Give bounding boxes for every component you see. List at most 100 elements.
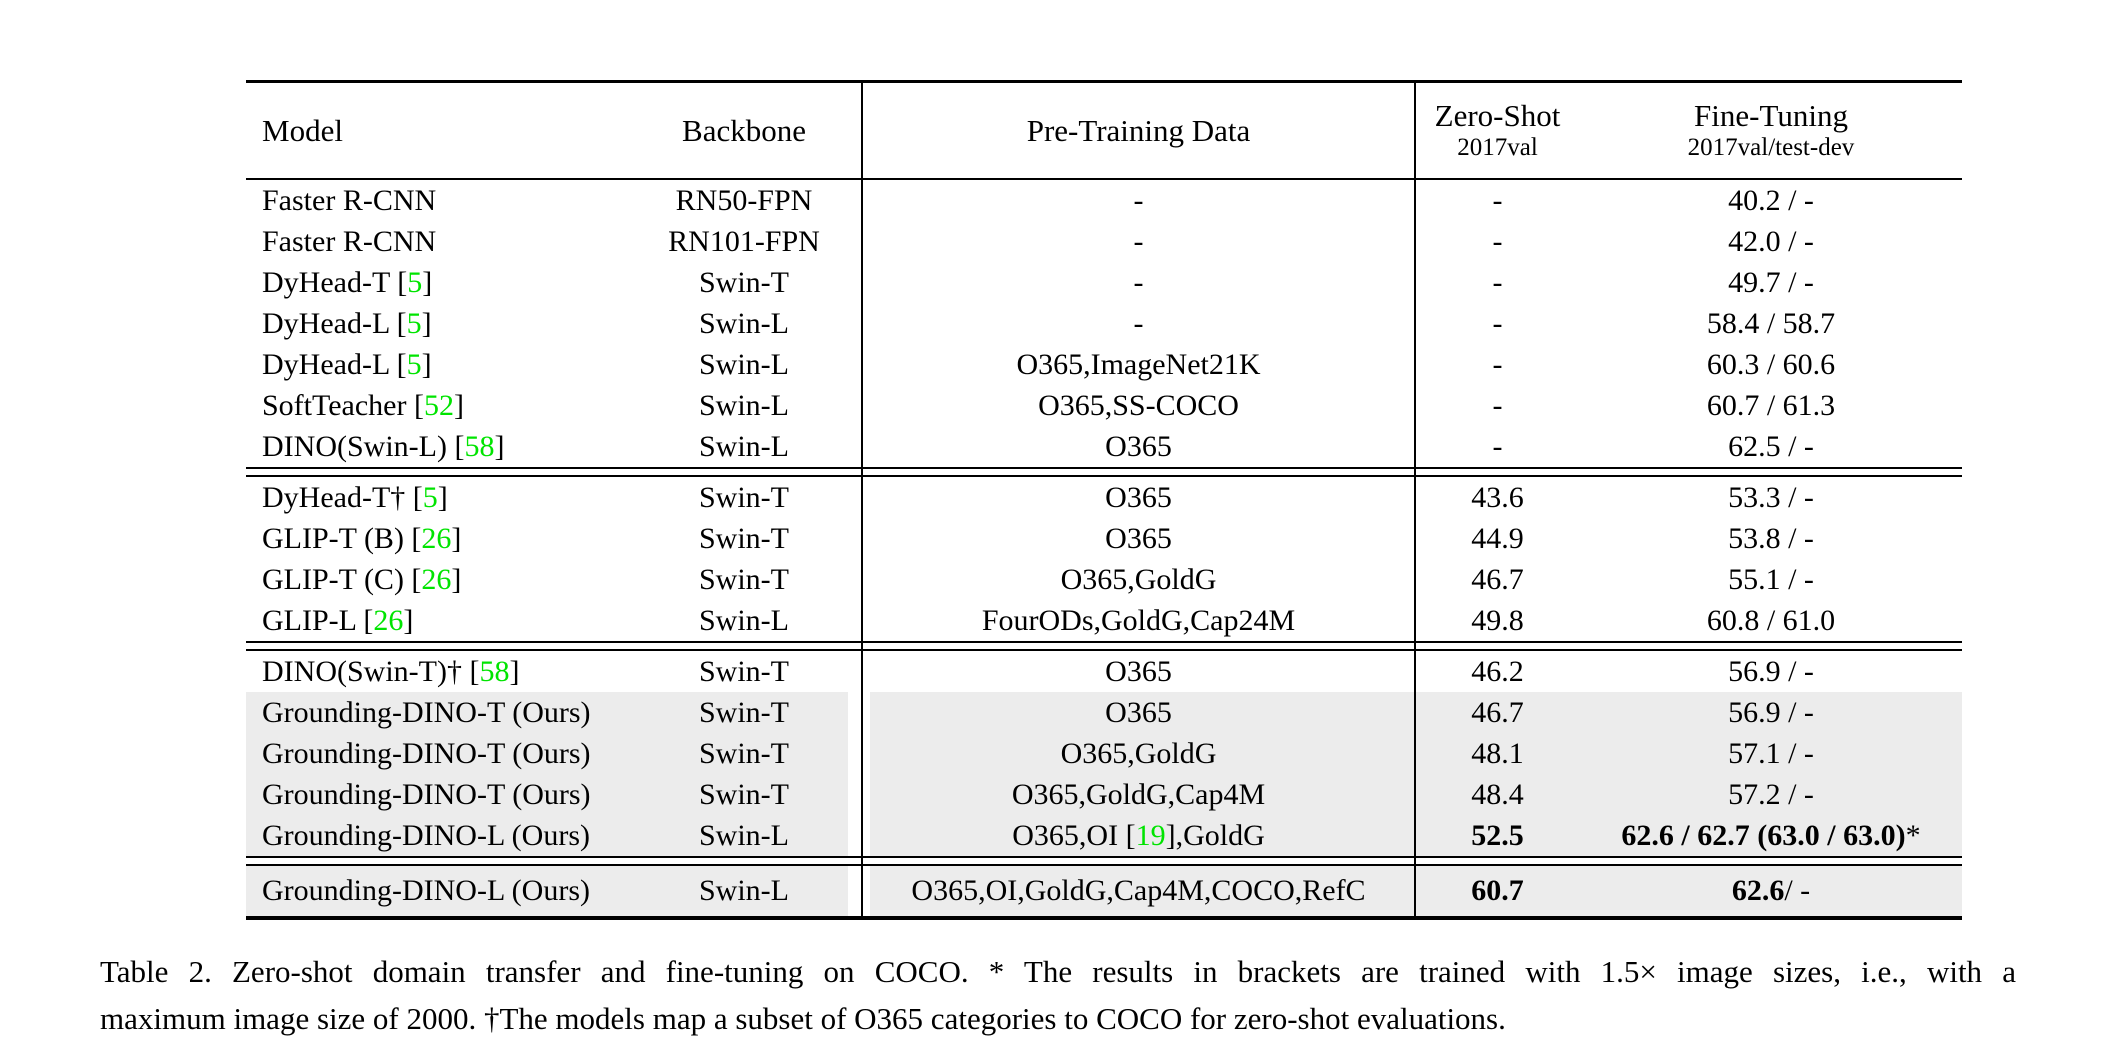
table-cell-finetuning: 55.1 / - xyxy=(1580,559,1962,600)
text-segment: 49.7 / - xyxy=(1728,265,1814,299)
column-header-pretraining: Pre-Training Data xyxy=(1026,112,1251,148)
text-segment: 46.7 xyxy=(1471,562,1524,596)
table-row: DINO(Swin-L) [58] Swin-L O365 - 62.5 / - xyxy=(246,426,1962,467)
text-segment: 62.6 xyxy=(1731,874,1785,907)
table-cell-backbone: Swin-T xyxy=(626,651,862,692)
table-cell-backbone: Swin-L xyxy=(626,303,862,344)
text-segment: DyHead-T† [ xyxy=(262,480,423,514)
table-cell-pretraining: O365,GoldG xyxy=(862,733,1415,774)
table-cell-backbone: Swin-L xyxy=(626,385,862,426)
table-row: Grounding-DINO-T (Ours) Swin-T O365,GoldG 4… xyxy=(246,733,1962,774)
table-cell-model: Grounding-DINO-L (Ours) xyxy=(246,866,626,916)
text-segment: Swin-L xyxy=(699,306,789,340)
table-cell-backbone: Swin-T xyxy=(626,518,862,559)
zeroshot-title: Zero-Shot xyxy=(1434,98,1561,134)
table-row: Grounding-DINO-L (Ours) Swin-L O365,OI [19… xyxy=(246,815,1962,856)
table-row: Faster R-CNN RN101-FPN - - 42.0 / - xyxy=(246,221,1962,262)
text-segment: GLIP-T (C) [ xyxy=(262,562,422,596)
table-cell-model: DyHead-L [5] xyxy=(246,344,626,385)
table-cell-pretraining: O365 xyxy=(862,651,1415,692)
text-segment: ] xyxy=(509,654,520,688)
text-segment: Grounding-DINO-T (Ours) xyxy=(262,695,591,729)
table-cell-model: DyHead-T [5] xyxy=(246,262,626,303)
text-segment: 60.7 / 61.3 xyxy=(1706,388,1836,422)
table-cell-pretraining: O365,OI [19],GoldG xyxy=(862,815,1415,856)
text-segment: - xyxy=(1133,306,1144,340)
table-cell-finetuning: 40.2 / - xyxy=(1580,180,1962,221)
text-segment: 49.8 xyxy=(1471,603,1524,637)
text-segment: 60.8 / 61.0 xyxy=(1706,603,1836,637)
text-segment: 62.6 / 62.7 (63.0 / 63.0) xyxy=(1621,818,1906,852)
table-cell-finetuning: 57.2 / - xyxy=(1580,774,1962,815)
table-cell-finetuning: 62.5 / - xyxy=(1580,426,1962,467)
text-segment: ] xyxy=(437,480,448,514)
table-cell-model: DINO(Swin-T)† [58] xyxy=(246,651,626,692)
table-header-row: Model Backbone Pre-Training Data Zero-Sh… xyxy=(246,83,1962,178)
text-segment: Faster R-CNN xyxy=(262,224,437,258)
citation-number: 58 xyxy=(464,429,495,463)
table-cell-finetuning: 49.7 / - xyxy=(1580,262,1962,303)
table-cell-backbone: Swin-L xyxy=(626,600,862,641)
table-cell-finetuning: 53.8 / - xyxy=(1580,518,1962,559)
text-segment: ] xyxy=(453,388,464,422)
table-cell-zeroshot: 46.7 xyxy=(1415,692,1580,733)
table-cell-pretraining: O365,OI,GoldG,Cap4M,COCO,RefC xyxy=(862,866,1415,916)
table-row: DINO(Swin-T)† [58] Swin-T O365 46.2 56.9 / - xyxy=(246,651,1962,692)
text-segment: 58.4 / 58.7 xyxy=(1706,306,1836,340)
table-cell-backbone: Swin-L xyxy=(626,866,862,916)
table-cell-zeroshot: - xyxy=(1415,344,1580,385)
text-segment: Swin-L xyxy=(699,818,789,852)
text-segment: Swin-T xyxy=(699,480,789,514)
table-cell-pretraining: - xyxy=(862,262,1415,303)
finetuning-subtitle: 2017val/test-dev xyxy=(1687,133,1855,161)
table-cell-pretraining: O365,GoldG xyxy=(862,559,1415,600)
text-segment: 57.2 / - xyxy=(1728,777,1814,811)
text-segment: SoftTeacher [ xyxy=(262,388,424,422)
text-segment: Swin-T xyxy=(699,265,789,299)
text-segment: Swin-L xyxy=(699,429,789,463)
table-cell-model: GLIP-L [26] xyxy=(246,600,626,641)
text-segment: - xyxy=(1492,224,1503,258)
table-cell-pretraining: O365,ImageNet21K xyxy=(862,344,1415,385)
text-segment: O365,ImageNet21K xyxy=(1016,347,1261,381)
table-rule-header xyxy=(246,178,1962,180)
table-cell-zeroshot: 46.2 xyxy=(1415,651,1580,692)
table-cell-zeroshot: 46.7 xyxy=(1415,559,1580,600)
table-cell-backbone: Swin-T xyxy=(626,733,862,774)
text-segment: O365,GoldG xyxy=(1060,736,1217,770)
table-body: Faster R-CNN RN50-FPN - -40.2 / - Faster R-C… xyxy=(246,180,1962,916)
text-segment: O365,OI [ xyxy=(1012,818,1136,852)
text-segment: ] xyxy=(421,306,432,340)
text-segment: O365,SS-COCO xyxy=(1038,388,1239,422)
text-segment: 48.1 xyxy=(1471,736,1524,770)
text-segment: O365 xyxy=(1105,654,1172,688)
table-section: DINO(Swin-T)† [58] Swin-T O365 46.2 56.9 / -… xyxy=(246,651,1962,856)
finetuning-title: Fine-Tuning xyxy=(1694,98,1848,134)
table-cell-backbone: RN50-FPN xyxy=(626,180,862,221)
text-segment: O365 xyxy=(1105,429,1172,463)
text-segment: 55.1 / - xyxy=(1728,562,1814,596)
table-cell-backbone: Swin-L xyxy=(626,344,862,385)
table-cell-backbone: Swin-T xyxy=(626,477,862,518)
table-cell-zeroshot: - xyxy=(1415,221,1580,262)
column-header-model: Model xyxy=(262,112,343,148)
section-separator xyxy=(246,856,1962,866)
section-separator xyxy=(246,641,1962,651)
table-cell-backbone: Swin-T xyxy=(626,692,862,733)
table-section: Grounding-DINO-L (Ours) Swin-L O365,OI,Gol… xyxy=(246,866,1962,916)
text-segment: - xyxy=(1133,183,1144,217)
text-segment: Swin-L xyxy=(699,874,789,907)
text-segment: 52.5 xyxy=(1471,818,1524,852)
text-segment: ] xyxy=(451,562,462,596)
text-segment: DyHead-L [ xyxy=(262,347,407,381)
table-row: GLIP-L [26] Swin-L FourODs,GoldG,Cap24M 49.… xyxy=(246,600,1962,641)
text-segment: - xyxy=(1492,347,1503,381)
table-rule-bottom xyxy=(246,916,1962,920)
table-cell-finetuning: 53.3 / - xyxy=(1580,477,1962,518)
table-cell-zeroshot: - xyxy=(1415,262,1580,303)
text-segment: Swin-L xyxy=(699,347,789,381)
table-cell-backbone: Swin-T xyxy=(626,559,862,600)
text-segment: O365,GoldG xyxy=(1060,562,1217,596)
text-segment: ],GoldG xyxy=(1165,818,1265,852)
